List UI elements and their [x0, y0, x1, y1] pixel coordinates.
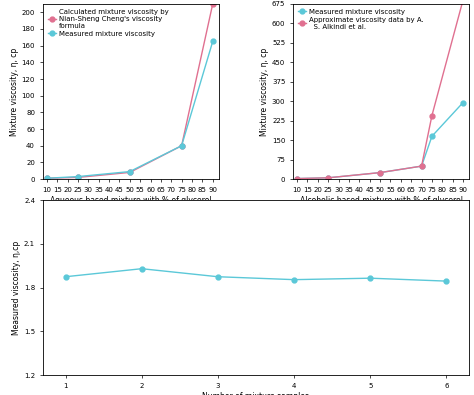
Line: Measured mixture viscosity: Measured mixture viscosity — [45, 39, 215, 181]
Measured mixture viscosity — [429, 134, 435, 139]
Y-axis label: Mixture viscosity, η, cp: Mixture viscosity, η, cp — [10, 47, 19, 135]
Y-axis label: Mixture viscosity, η, cp: Mixture viscosity, η, cp — [260, 47, 269, 135]
X-axis label: Aqueous based mixture with % of glycerol: Aqueous based mixture with % of glycerol — [50, 196, 211, 205]
Measured mixture viscosity — [294, 176, 300, 181]
Measured mixture viscosity — [325, 175, 331, 180]
Approximate viscosity data by A.
  S. Alkindi et al. — [429, 113, 435, 118]
Line: Calculated mixture viscosity by
Nian-Sheng Cheng's viscosity
formula: Calculated mixture viscosity by Nian-She… — [45, 2, 215, 181]
X-axis label: Number of mixture samples: Number of mixture samples — [202, 392, 310, 395]
Approximate viscosity data by A.
  S. Alkindi et al. — [325, 175, 331, 180]
Calculated mixture viscosity by
Nian-Sheng Cheng's viscosity
formula — [127, 170, 133, 175]
Approximate viscosity data by A.
  S. Alkindi et al. — [460, 0, 466, 2]
Y-axis label: Measured viscosity, η,cp: Measured viscosity, η,cp — [12, 241, 21, 335]
Measured mixture viscosity — [460, 100, 466, 105]
Text: (a): (a) — [123, 224, 138, 233]
Measured mixture viscosity — [127, 169, 133, 174]
Measured mixture viscosity — [179, 143, 184, 148]
Measured mixture viscosity — [419, 164, 424, 169]
Text: (b): (b) — [373, 224, 389, 233]
Approximate viscosity data by A.
  S. Alkindi et al. — [377, 170, 383, 175]
Legend: Measured mixture viscosity, Approximate viscosity data by A.
  S. Alkindi et al.: Measured mixture viscosity, Approximate … — [296, 8, 425, 31]
Calculated mixture viscosity by
Nian-Sheng Cheng's viscosity
formula — [210, 2, 216, 6]
Calculated mixture viscosity by
Nian-Sheng Cheng's viscosity
formula — [44, 176, 50, 181]
Legend: Calculated mixture viscosity by
Nian-Sheng Cheng's viscosity
formula, Measured m: Calculated mixture viscosity by Nian-She… — [46, 8, 170, 38]
Calculated mixture viscosity by
Nian-Sheng Cheng's viscosity
formula — [179, 143, 184, 148]
Approximate viscosity data by A.
  S. Alkindi et al. — [419, 164, 424, 169]
Line: Approximate viscosity data by A.
  S. Alkindi et al.: Approximate viscosity data by A. S. Alki… — [295, 0, 465, 181]
X-axis label: Alcoholic based mixture with % of glycerol: Alcoholic based mixture with % of glycer… — [300, 196, 463, 205]
Line: Measured mixture viscosity: Measured mixture viscosity — [295, 100, 465, 181]
Calculated mixture viscosity by
Nian-Sheng Cheng's viscosity
formula — [75, 175, 81, 180]
Measured mixture viscosity — [377, 170, 383, 175]
Measured mixture viscosity — [75, 174, 81, 179]
Approximate viscosity data by A.
  S. Alkindi et al. — [294, 176, 300, 181]
Measured mixture viscosity — [210, 39, 216, 44]
Measured mixture viscosity — [44, 176, 50, 181]
